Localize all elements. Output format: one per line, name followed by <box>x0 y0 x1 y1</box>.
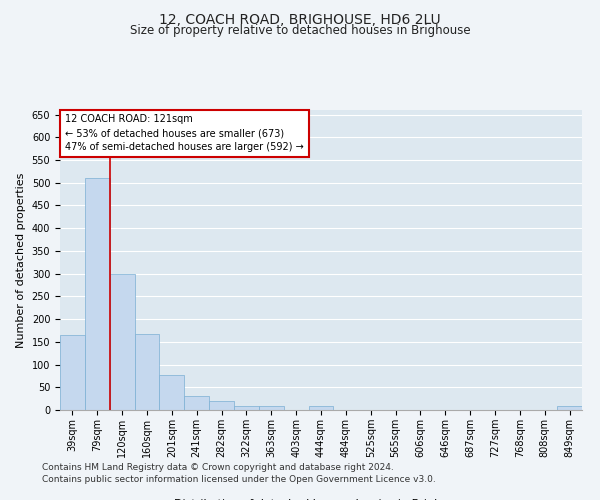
Bar <box>234 406 259 410</box>
Bar <box>209 401 234 410</box>
Bar <box>85 178 110 410</box>
Bar <box>60 335 85 410</box>
Bar <box>134 334 160 410</box>
Bar <box>308 406 334 410</box>
Text: Size of property relative to detached houses in Brighouse: Size of property relative to detached ho… <box>130 24 470 37</box>
Bar <box>110 274 134 410</box>
Bar <box>160 374 184 410</box>
Text: Contains public sector information licensed under the Open Government Licence v3: Contains public sector information licen… <box>42 475 436 484</box>
Bar <box>557 406 582 410</box>
Text: 12, COACH ROAD, BRIGHOUSE, HD6 2LU: 12, COACH ROAD, BRIGHOUSE, HD6 2LU <box>159 12 441 26</box>
X-axis label: Distribution of detached houses by size in Brighouse: Distribution of detached houses by size … <box>174 499 468 500</box>
Text: Contains HM Land Registry data © Crown copyright and database right 2024.: Contains HM Land Registry data © Crown c… <box>42 464 394 472</box>
Bar <box>184 396 209 410</box>
Text: 12 COACH ROAD: 121sqm
← 53% of detached houses are smaller (673)
47% of semi-det: 12 COACH ROAD: 121sqm ← 53% of detached … <box>65 114 304 152</box>
Y-axis label: Number of detached properties: Number of detached properties <box>16 172 26 348</box>
Bar <box>259 406 284 410</box>
